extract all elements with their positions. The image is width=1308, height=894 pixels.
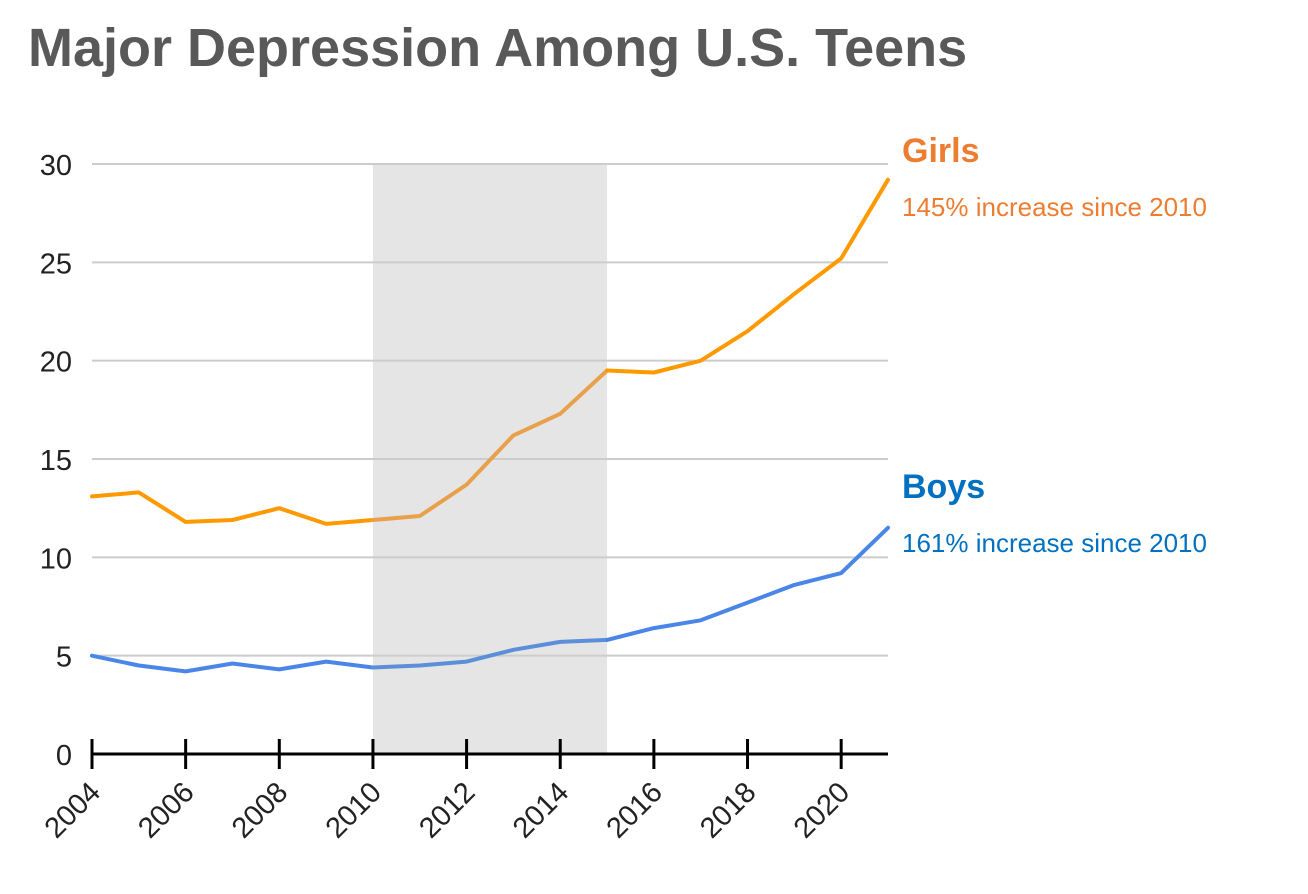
boys-line-shaded [370, 637, 610, 670]
y-tick-label-15: 15 [40, 445, 72, 477]
x-axis: 2004 2006 2008 2010 2012 2014 2016 2018 2020 [39, 739, 888, 845]
chart-title: Major Depression Among U.S. Teens [28, 18, 967, 78]
boys-line-pre [90, 653, 375, 674]
y-tick-label-5: 5 [56, 642, 72, 674]
x-tick-label-2010: 2010 [320, 776, 388, 844]
series-lines [90, 177, 890, 674]
girls-line-pre [90, 490, 375, 526]
y-tick-label-30: 30 [40, 150, 72, 182]
x-tick-label-2012: 2012 [413, 776, 481, 844]
girls-increase-note: 145% increase since 2010 [902, 192, 1207, 222]
y-tick-label-10: 10 [40, 543, 72, 575]
y-tick-label-25: 25 [40, 248, 72, 280]
y-tick-label-0: 0 [56, 740, 72, 772]
x-tick-label-2016: 2016 [601, 776, 669, 844]
boys-line-post [605, 525, 890, 642]
x-tick-label-2008: 2008 [226, 776, 294, 844]
y-tick-label-20: 20 [40, 347, 72, 379]
boys-series-label: Boys [902, 468, 985, 506]
x-tick-label-2004: 2004 [39, 776, 107, 844]
girls-line-post [605, 177, 890, 375]
girls-line-shaded [370, 368, 610, 522]
girls-series-label: Girls [902, 132, 979, 170]
x-tick-label-2014: 2014 [507, 776, 575, 844]
x-tick-label-2018: 2018 [694, 776, 762, 844]
boys-increase-note: 161% increase since 2010 [902, 528, 1207, 558]
x-tick-label-2020: 2020 [788, 776, 856, 844]
x-tick-label-2006: 2006 [132, 776, 200, 844]
y-axis-tick-labels: 0 5 10 15 20 25 30 [40, 150, 72, 772]
series-labels: Girls 145% increase since 2010 Boys 161% in… [902, 132, 1207, 558]
